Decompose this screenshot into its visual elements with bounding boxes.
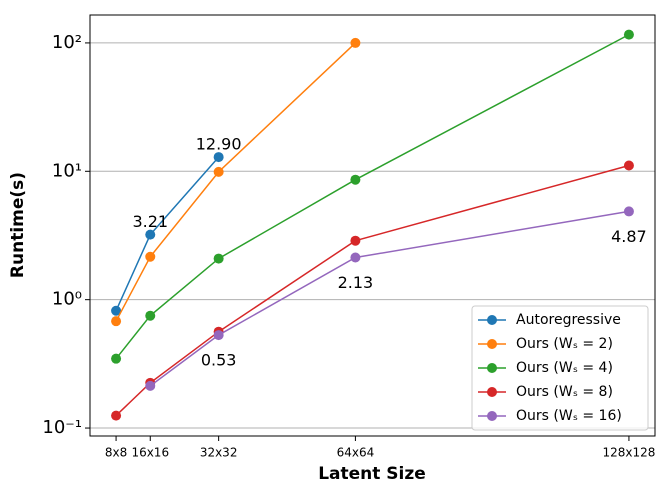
y-tick-label: 10¹ xyxy=(52,160,82,181)
y-tick-label: 10⁻¹ xyxy=(42,417,82,438)
x-axis-label: Latent Size xyxy=(318,464,426,484)
value-label: 3.21 xyxy=(132,212,168,231)
legend-label: Ours (Wₛ = 4) xyxy=(516,360,613,376)
point xyxy=(111,305,122,316)
y-tick-label: 10² xyxy=(52,32,82,53)
point xyxy=(145,229,156,240)
point xyxy=(213,330,224,341)
point xyxy=(623,206,634,217)
value-label: 0.53 xyxy=(201,351,237,370)
legend-marker xyxy=(487,363,497,373)
point xyxy=(213,152,224,163)
plot-frame xyxy=(89,14,656,437)
point xyxy=(623,29,634,40)
legend-box xyxy=(471,305,649,431)
point xyxy=(350,235,361,246)
series-line xyxy=(115,156,220,312)
point xyxy=(145,251,156,262)
point xyxy=(213,253,224,264)
point xyxy=(145,380,156,391)
point xyxy=(145,310,156,321)
value-label: 2.13 xyxy=(338,273,374,292)
legend-label: Ours (Wₛ = 8) xyxy=(516,384,613,400)
legend-marker xyxy=(487,339,497,349)
legend-label: Ours (Wₛ = 16) xyxy=(516,408,622,424)
point xyxy=(111,353,122,364)
x-tick-label: 8x8 xyxy=(105,446,127,460)
x-tick-label: 16x16 xyxy=(131,446,169,460)
point xyxy=(111,410,122,421)
value-label: 4.87 xyxy=(611,227,647,246)
point xyxy=(213,166,224,177)
y-tick-label: 10⁰ xyxy=(52,289,82,310)
point xyxy=(111,316,122,327)
x-tick-label: 32x32 xyxy=(200,446,238,460)
legend-marker xyxy=(487,315,497,325)
series-line xyxy=(115,42,356,322)
legend-marker xyxy=(487,411,497,421)
point xyxy=(350,252,361,263)
value-label: 12.90 xyxy=(196,135,242,154)
point xyxy=(623,160,634,171)
point xyxy=(350,174,361,185)
y-axis-label: Runtime(s) xyxy=(8,172,28,278)
x-tick-label: 128x128 xyxy=(602,446,655,460)
legend-label: Autoregressive xyxy=(516,312,621,328)
point xyxy=(350,37,361,48)
series-line xyxy=(149,210,630,387)
x-tick-label: 64x64 xyxy=(337,446,375,460)
legend-marker xyxy=(487,387,497,397)
legend-label: Ours (Wₛ = 2) xyxy=(516,336,613,352)
